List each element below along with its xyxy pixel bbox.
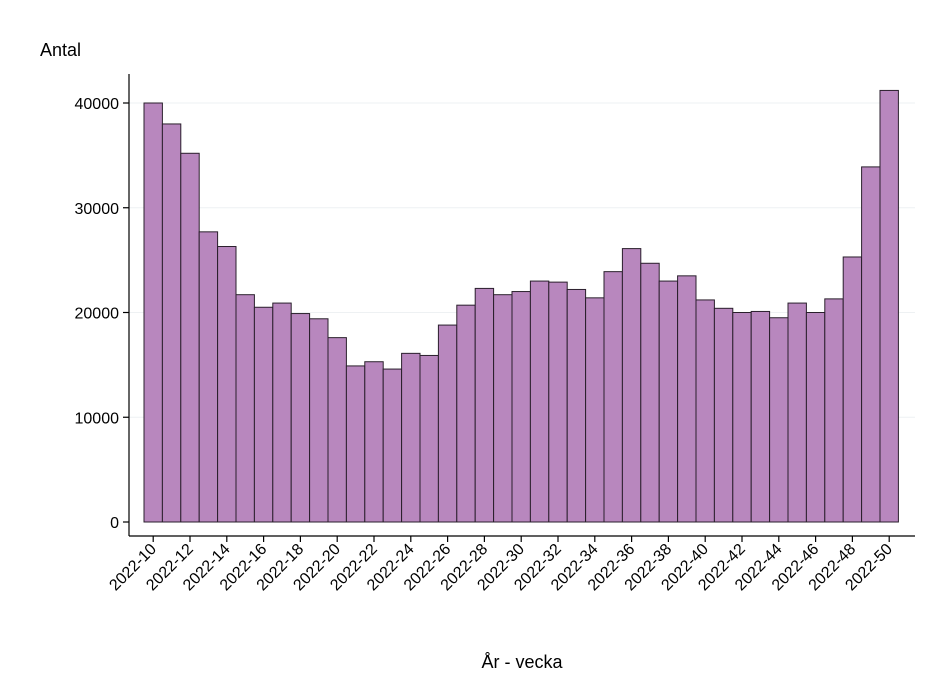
bar: 2022-33: 22200 (566, 288, 587, 523)
y-tick-label: 10000 (75, 410, 120, 427)
bar: 2022-12: 35200 (180, 152, 200, 523)
bar: 2022-13: 27700 (198, 231, 219, 523)
bar: 2022-18: 19900 (290, 313, 311, 523)
bar: 2022-27: 20700 (456, 304, 476, 523)
bar: 2022-44: 19500 (769, 317, 789, 523)
bar: 2022-11: 38000 (161, 123, 182, 523)
bar: 2022-22: 15300 (364, 361, 384, 523)
bar: 2022-31: 23000 (529, 280, 550, 523)
y-tick-label: 20000 (75, 306, 120, 323)
bar: 2022-26: 18800 (437, 324, 458, 523)
bar: 2022-40: 21200 (695, 299, 715, 523)
bar: 2022-39: 23500 (677, 275, 697, 523)
bar: 2022-16: 20500 (253, 306, 274, 523)
y-tick-labels: 0 10000 20000 30000 40000 (75, 96, 120, 532)
bar: 2022-43: 20100 (750, 310, 771, 523)
bar: 2022-20: 17600 (327, 337, 347, 523)
bar: 2022-47: 21300 (824, 298, 844, 523)
bar: 2022-21: 14900 (345, 365, 366, 523)
bar: 2022-35: 23900 (603, 271, 623, 523)
bar: 2022-29: 21700 (493, 294, 513, 523)
bar: 2022-28: 22300 (474, 287, 495, 523)
bar: 2022-49: 33900 (861, 166, 881, 523)
bar: 2022-37: 24700 (640, 262, 660, 523)
bar: 2022-46: 20000 (805, 312, 826, 523)
axes-layer (123, 74, 915, 542)
bar: 2022-19: 19400 (309, 318, 329, 523)
x-axis-title: År - vecka (481, 652, 563, 672)
bar: 2022-10: 40000 (143, 102, 163, 523)
y-axis-title: Antal (40, 40, 81, 60)
bar: 2022-24: 16100 (401, 352, 421, 523)
x-tick-labels: 2022-102022-122022-142022-162022-182022-… (106, 541, 896, 595)
bar: 2022-50: 41200 (879, 89, 899, 523)
bar: 2022-17: 20900 (272, 302, 292, 523)
bar: 2022-25: 15900 (419, 354, 439, 523)
y-tick-label: 30000 (75, 201, 120, 218)
bar: 2022-41: 20400 (713, 307, 734, 523)
bar: 2022-45: 20900 (787, 302, 807, 523)
bar: 2022-32: 22900 (548, 281, 568, 523)
bar: 2022-34: 21400 (585, 297, 605, 523)
bar: 2022-30: 22000 (511, 291, 531, 523)
bar: 2022-42: 20000 (732, 312, 752, 523)
bar: 2022-14: 26300 (217, 246, 237, 523)
y-tick-label: 0 (110, 515, 119, 532)
bar: 2022-36: 26100 (621, 248, 642, 523)
bar: 2022-23: 14600 (382, 368, 403, 523)
bar: 2022-38: 23000 (658, 280, 679, 523)
bar: 2022-48: 25300 (842, 256, 863, 523)
bar: 2022-15: 21700 (235, 294, 255, 523)
y-tick-label: 40000 (75, 96, 120, 113)
